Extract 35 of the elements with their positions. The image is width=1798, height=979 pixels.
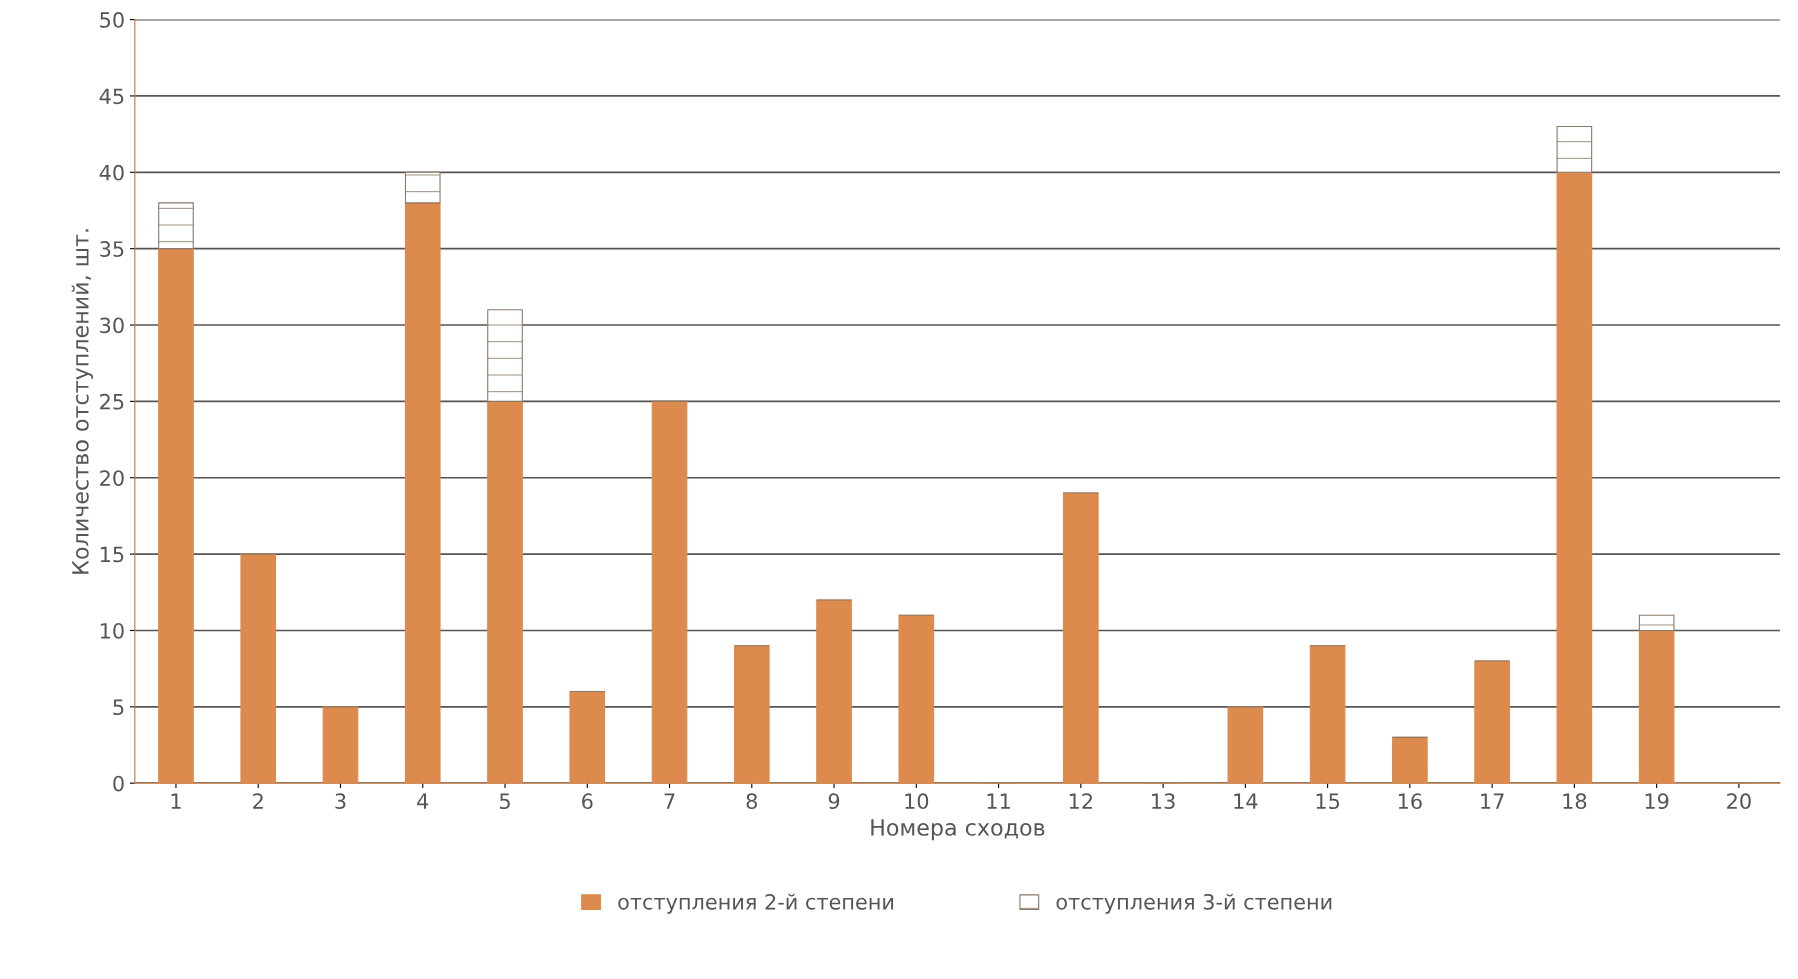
x-tick-label: 13: [1152, 793, 1175, 810]
y-tick-label: 35: [100, 241, 124, 257]
y-tick-label: 45: [99, 88, 124, 105]
x-tick-label: 7: [664, 793, 675, 809]
x-tick-label: 3: [335, 793, 346, 810]
x-tick-label: 18: [1563, 793, 1587, 810]
x-tick-label: 2: [253, 793, 263, 809]
y-tick-label: 30: [100, 317, 124, 334]
x-tick-label: 8: [746, 793, 757, 810]
x-tick-label: 16: [1398, 793, 1422, 810]
x-tick-label: 15: [1316, 793, 1340, 810]
x-tick-label: 17: [1481, 793, 1504, 809]
x-tick-label: 6: [582, 793, 593, 810]
legend-label: отступления 2-й степени: [618, 893, 894, 914]
legend-label: отступления 3-й степени: [1056, 893, 1332, 914]
y-tick-label: 20: [100, 470, 124, 486]
y-axis-title: Количество отступлений, шт.: [71, 229, 94, 574]
x-tick-label: 12: [1069, 793, 1092, 809]
y-tick-label: 10: [100, 622, 124, 639]
x-axis-title: Номера сходов: [871, 819, 1045, 841]
y-tick-label: 50: [100, 12, 124, 28]
x-tick-label: 19: [1645, 793, 1669, 810]
y-tick-label: 5: [113, 699, 124, 716]
x-tick-label: 4: [417, 793, 429, 809]
x-tick-label: 10: [905, 793, 929, 810]
x-tick-label: 1: [171, 793, 181, 809]
y-tick-label: 25: [100, 393, 124, 410]
y-tick-label: 15: [100, 546, 124, 563]
x-tick-label: 5: [499, 793, 510, 810]
x-tick-label: 14: [1234, 793, 1258, 809]
y-tick-label: 40: [99, 164, 124, 181]
y-tick-label: 0: [113, 775, 124, 792]
x-tick-label: 9: [828, 793, 840, 810]
x-tick-label: 11: [987, 793, 1010, 809]
x-tick-label: 20: [1727, 793, 1751, 810]
